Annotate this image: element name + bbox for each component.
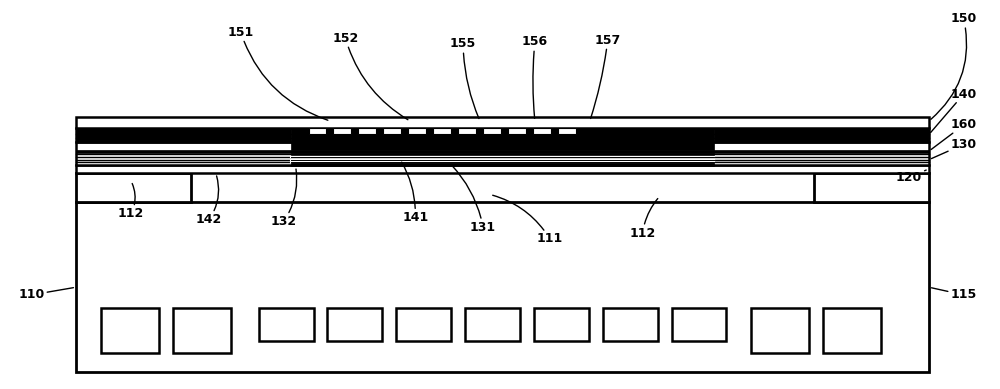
Bar — [101, 308, 159, 353]
Text: 131: 131 — [452, 166, 496, 234]
Bar — [433, 128, 451, 134]
Bar — [483, 128, 501, 134]
Text: 150: 150 — [931, 12, 977, 119]
Bar — [533, 128, 551, 134]
Bar — [823, 308, 881, 353]
Text: 155: 155 — [450, 37, 479, 119]
Bar — [291, 128, 714, 150]
Bar — [76, 142, 929, 165]
Text: 142: 142 — [196, 176, 222, 226]
Bar — [76, 128, 291, 142]
Bar — [76, 150, 929, 153]
Text: 112: 112 — [118, 184, 144, 220]
Bar — [814, 173, 929, 202]
Bar — [291, 162, 714, 166]
Bar — [309, 128, 326, 134]
Text: 141: 141 — [402, 162, 428, 224]
Bar — [458, 128, 476, 134]
Bar — [714, 128, 929, 142]
Bar — [383, 128, 401, 134]
Text: 151: 151 — [228, 26, 328, 120]
Bar — [534, 308, 589, 341]
Bar — [76, 117, 929, 128]
Bar — [76, 173, 191, 202]
Bar — [291, 153, 714, 155]
Bar — [173, 308, 231, 353]
Text: 115: 115 — [932, 288, 977, 301]
Bar — [408, 128, 426, 134]
Bar — [333, 128, 351, 134]
Bar — [603, 308, 658, 341]
Bar — [259, 308, 314, 341]
Bar — [558, 128, 576, 134]
Bar — [465, 308, 520, 341]
Bar — [76, 165, 929, 173]
Bar — [76, 128, 929, 142]
Text: 120: 120 — [896, 170, 926, 184]
Text: 152: 152 — [332, 32, 408, 120]
Text: 132: 132 — [271, 169, 297, 228]
Text: 157: 157 — [591, 33, 621, 119]
Bar — [508, 128, 526, 134]
Bar — [358, 128, 376, 134]
Bar — [751, 308, 809, 353]
Text: 156: 156 — [522, 35, 548, 118]
Bar — [396, 308, 451, 341]
Text: 140: 140 — [931, 88, 977, 133]
Text: 110: 110 — [18, 287, 73, 301]
Bar — [327, 308, 382, 341]
Bar — [672, 308, 726, 341]
Text: 130: 130 — [931, 138, 977, 159]
Text: 112: 112 — [629, 198, 658, 240]
Bar — [76, 202, 929, 372]
Text: 111: 111 — [493, 195, 563, 245]
Text: 160: 160 — [931, 119, 977, 150]
